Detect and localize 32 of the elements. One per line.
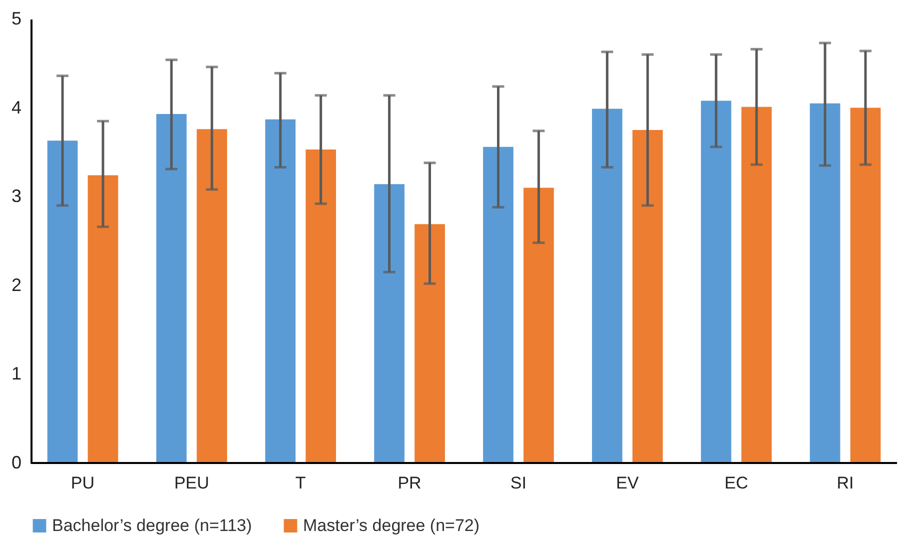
- bar: [632, 130, 663, 463]
- bar: [306, 150, 336, 463]
- bar: [156, 114, 187, 463]
- x-tick-label: SI: [510, 474, 526, 492]
- bar: [47, 140, 78, 463]
- bar: [810, 103, 840, 463]
- x-tick-label: EV: [616, 474, 640, 492]
- y-tick-label: 4: [11, 97, 22, 118]
- y-tick-label: 5: [11, 8, 22, 28]
- x-tick-label: PR: [398, 474, 422, 492]
- bar: [524, 188, 554, 463]
- bar: [196, 129, 228, 463]
- x-tick-label: T: [295, 474, 306, 492]
- y-tick-label: 3: [11, 186, 22, 206]
- x-tick-label: PU: [70, 474, 95, 492]
- bar: [483, 146, 514, 463]
- x-tick-label: RI: [836, 474, 854, 492]
- bar: [265, 119, 296, 463]
- bar: [592, 108, 622, 463]
- bar: [741, 106, 772, 463]
- y-tick-label: 1: [11, 364, 22, 384]
- y-tick-label: 2: [11, 274, 22, 295]
- legend-label: Bachelor’s degree (n=113): [52, 516, 252, 535]
- legend-label: Master’s degree (n=72): [303, 516, 480, 535]
- bar: [88, 175, 118, 463]
- x-tick-label: EC: [724, 474, 748, 492]
- x-tick-label: PEU: [174, 474, 210, 492]
- bar: [374, 184, 404, 463]
- bar: [700, 100, 732, 463]
- y-tick-label: 0: [11, 452, 22, 472]
- bar: [414, 224, 445, 463]
- bar: [850, 108, 881, 463]
